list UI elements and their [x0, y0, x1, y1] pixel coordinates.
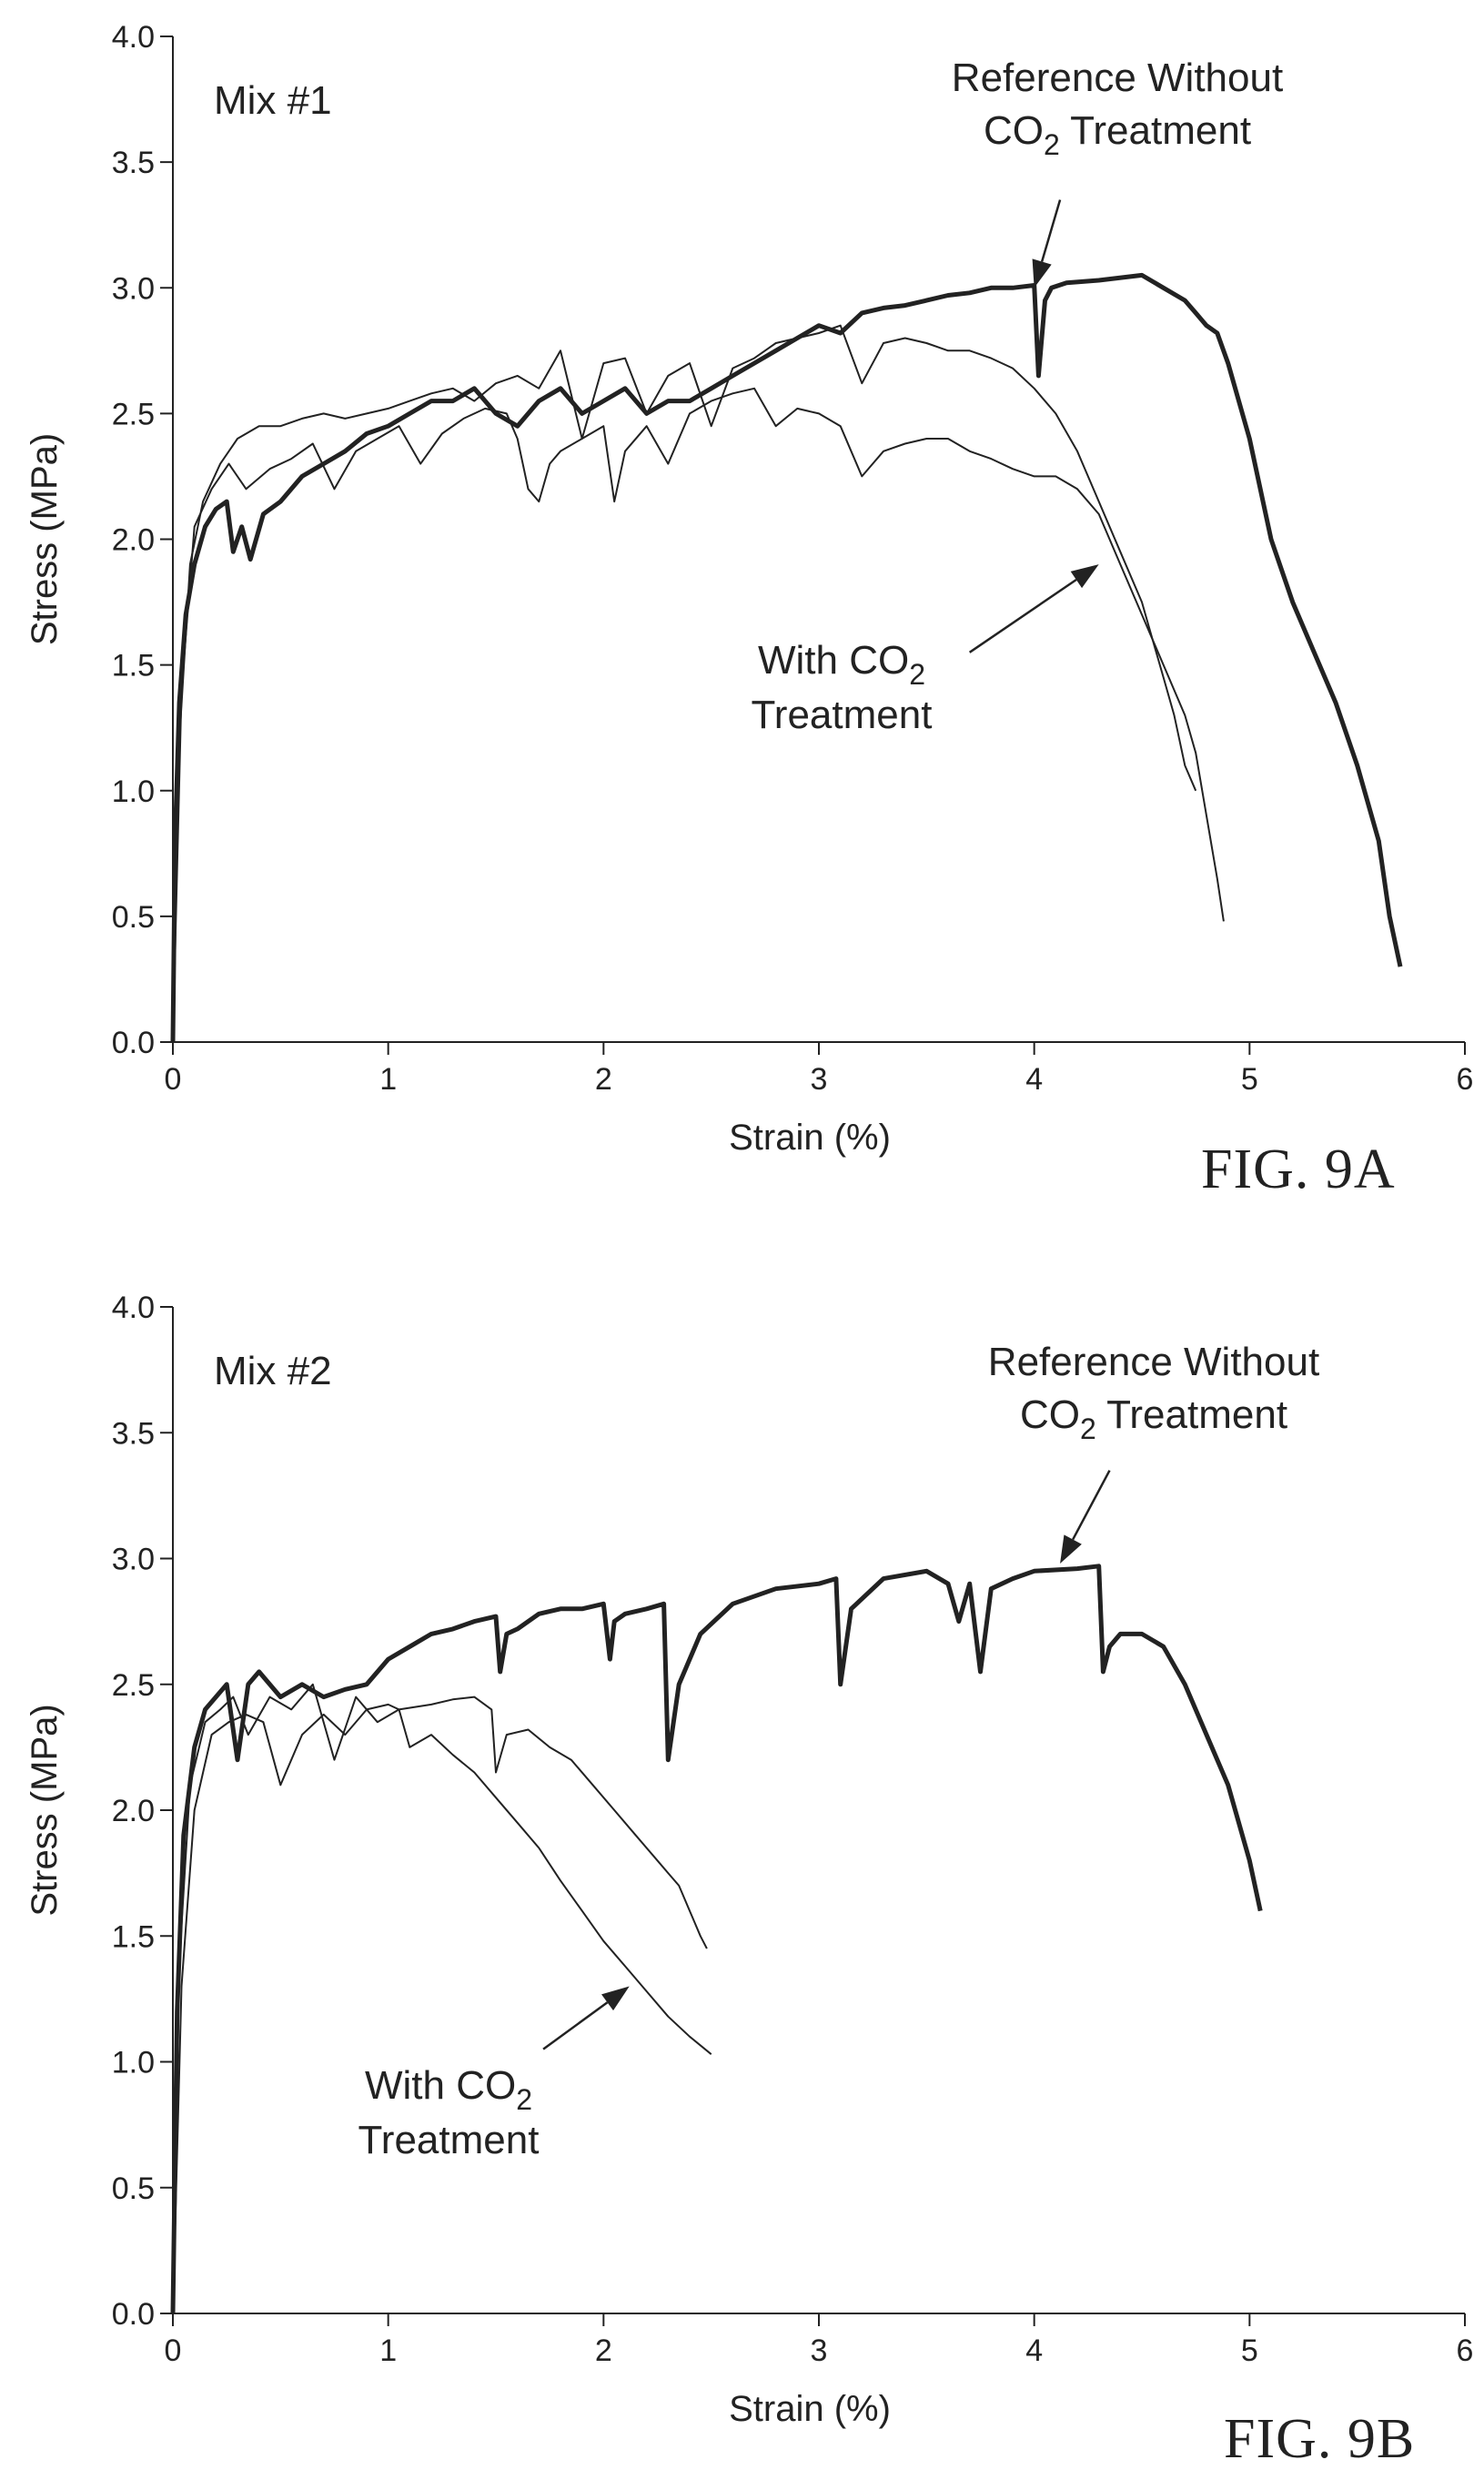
y-tick-label: 3.5	[112, 146, 155, 180]
y-axis-title: Stress (MPa)	[25, 1704, 65, 1916]
y-tick-label: 1.5	[112, 649, 155, 683]
series-line-co2-1	[173, 1685, 707, 2313]
reference-arrow-head	[1033, 258, 1052, 288]
x-tick-label: 0	[165, 1062, 182, 1097]
y-tick-label: 3.0	[112, 1543, 155, 1577]
co2-label-line2: Treatment	[358, 2118, 540, 2162]
y-tick-label: 2.0	[112, 523, 155, 558]
x-tick-label: 1	[379, 1062, 397, 1097]
chart-panel-2: 0.0 0.5 1.0 1.5 2.0 2.5 3.0 3.5 4.0 0 1 2 3 4 5 6 Strain…	[25, 1291, 1473, 2470]
co2-arrow-shaft	[543, 2002, 607, 2049]
panel-label: Mix #2	[214, 1349, 332, 1393]
series-line-co2-1	[173, 326, 1196, 1042]
x-tick-label: 5	[1241, 1062, 1258, 1097]
x-axis-title: Strain (%)	[729, 2389, 891, 2429]
y-tick-label: 4.0	[112, 1291, 155, 1325]
y-tick-label: 0.0	[112, 2297, 155, 2332]
x-tick-label: 4	[1025, 1062, 1043, 1097]
x-tick-label: 5	[1241, 2333, 1258, 2368]
co2-arrow-shaft	[970, 580, 1076, 653]
chart-panel-1: 0.0 0.5 1.0 1.5 2.0 2.5 3.0 3.5 4.0 0 1 2 3 4 5 6 Strain…	[25, 20, 1473, 1200]
x-tick-label: 0	[165, 2333, 182, 2368]
y-tick-label: 4.0	[112, 20, 155, 55]
co2-label-line1: With CO2	[365, 2063, 532, 2116]
y-tick-label: 1.0	[112, 774, 155, 809]
series-line-co2-2	[173, 389, 1224, 1042]
co2-arrow-head	[601, 1987, 630, 2011]
reference-arrow-shaft	[1073, 1471, 1109, 1540]
co2-arrow-head	[1071, 564, 1099, 588]
series-line-co2-2	[173, 1705, 712, 2313]
y-tick-label: 1.0	[112, 2046, 155, 2080]
co2-label-line2: Treatment	[752, 693, 933, 737]
y-tick-label: 0.5	[112, 2171, 155, 2206]
y-tick-label: 0.5	[112, 900, 155, 935]
reference-label-line1: Reference Without	[952, 56, 1283, 100]
x-tick-label: 1	[379, 2333, 397, 2368]
co2-label-line1: With CO2	[758, 638, 925, 691]
y-axis-title: Stress (MPa)	[25, 433, 65, 645]
figure-label: FIG. 9A	[1201, 1139, 1396, 1200]
x-tick-label: 3	[811, 1062, 828, 1097]
x-tick-label: 4	[1025, 2333, 1043, 2368]
y-tick-label: 2.5	[112, 397, 155, 431]
y-tick-label: 1.5	[112, 1919, 155, 1954]
series-line-reference	[173, 1566, 1260, 2313]
reference-arrow-head	[1060, 1534, 1082, 1564]
panel-label: Mix #1	[214, 78, 332, 123]
y-tick-label: 3.5	[112, 1416, 155, 1451]
x-tick-label: 2	[595, 2333, 612, 2368]
reference-label-line2: CO2 Treatment	[1020, 1392, 1287, 1445]
x-tick-label: 2	[595, 1062, 612, 1097]
reference-label-line2: CO2 Treatment	[984, 108, 1251, 161]
y-tick-label: 0.0	[112, 1026, 155, 1060]
x-tick-label: 6	[1457, 2333, 1474, 2368]
x-tick-label: 6	[1457, 1062, 1474, 1097]
x-axis-title: Strain (%)	[729, 1118, 891, 1158]
reference-arrow-shaft	[1042, 200, 1060, 262]
y-tick-label: 2.0	[112, 1794, 155, 1828]
reference-label-line1: Reference Without	[988, 1340, 1319, 1384]
y-tick-label: 3.0	[112, 271, 155, 306]
y-tick-label: 2.5	[112, 1668, 155, 1703]
figure-label: FIG. 9B	[1224, 2408, 1415, 2470]
x-tick-label: 3	[811, 2333, 828, 2368]
